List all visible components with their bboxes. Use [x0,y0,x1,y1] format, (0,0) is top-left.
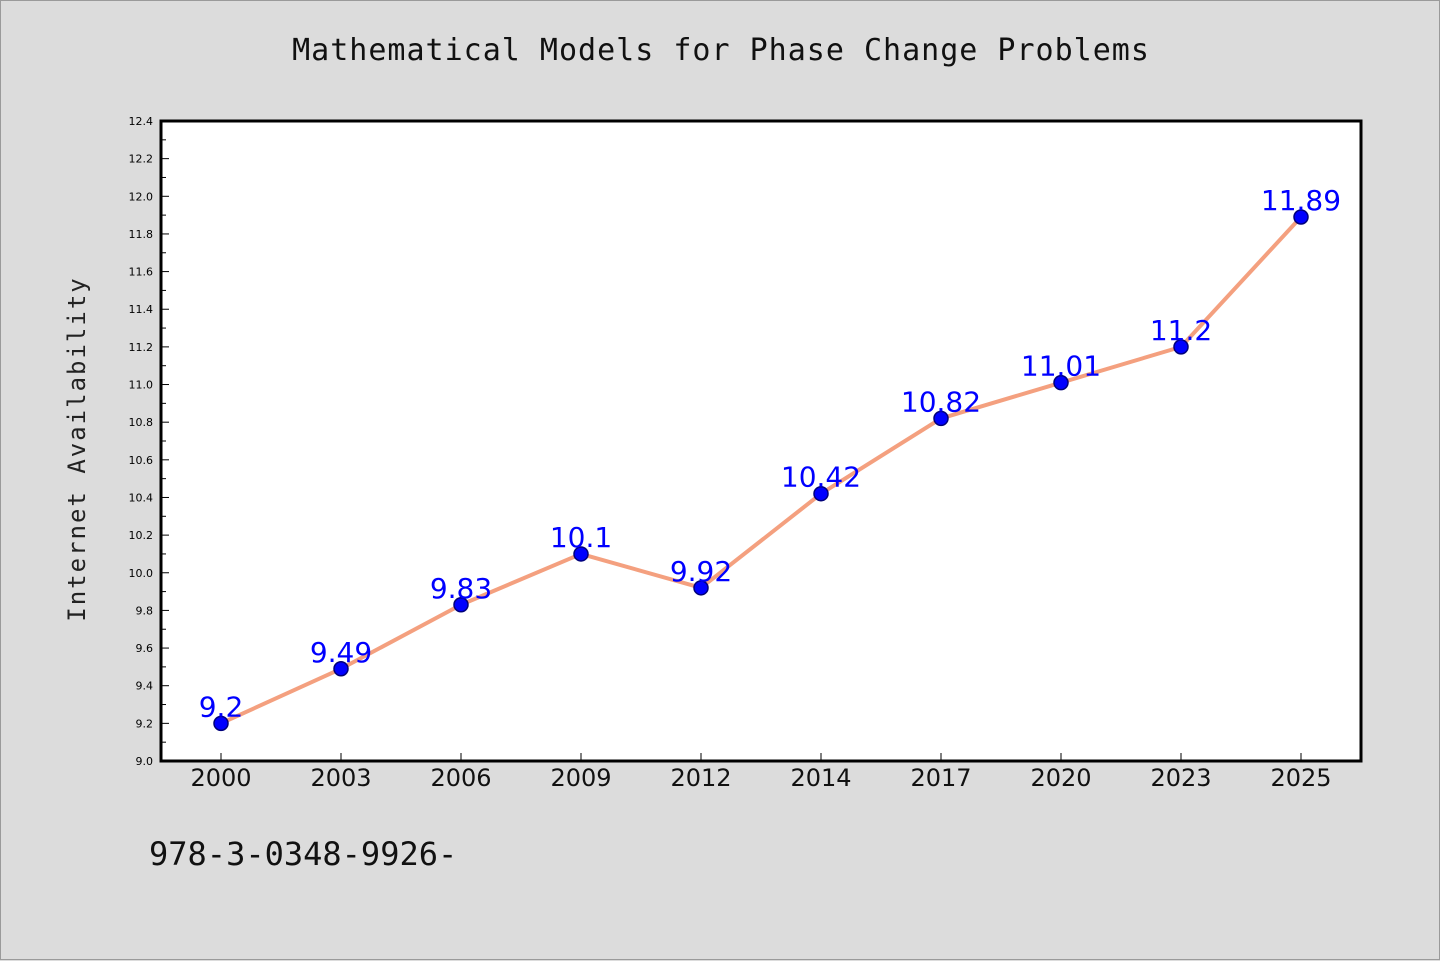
y-tick-label: 10.8 [129,416,154,429]
data-point-marker [933,410,949,427]
x-tick-label: 2020 [1030,764,1091,792]
y-tick-label: 11.0 [129,379,154,392]
y-tick-label: 12.4 [129,115,154,128]
y-axis: 9.0 9.2 9.4 9.6 9.8 10.0 10.2 10.4 10.6 10.8 11.0 1… [129,115,169,768]
x-tick-label: 2014 [790,764,851,792]
y-tick-label: 11.8 [129,228,154,241]
x-tick-label: 2000 [190,764,251,792]
footer-code-text: 978-3-0348-9926- [149,835,458,873]
y-tick-label: 10.2 [129,529,154,542]
y-tick-label: 10.4 [129,491,154,504]
y-tick-label: 9.6 [136,642,154,655]
data-point-marker [1293,209,1309,225]
x-tick-label: 2012 [670,764,731,792]
data-label: 11.89 [1261,184,1341,217]
data-label: 9.92 [670,555,732,588]
chart-title: Mathematical Models for Phase Change Pro… [292,33,1150,68]
data-label: 9.49 [310,636,372,669]
x-tick-label: 2025 [1270,764,1331,792]
y-tick-label: 11.2 [129,341,154,354]
data-point-marker [453,597,469,613]
y-tick-label: 11.6 [129,266,154,279]
data-point-marker [813,485,829,502]
data-point-marker [693,580,709,596]
data-point-marker [213,715,229,732]
data-label: 11.01 [1021,350,1101,383]
y-tick-label: 9.4 [136,680,154,693]
x-tick-label: 2006 [430,764,491,792]
x-tick-label: 2009 [550,764,611,792]
y-tick-label: 10.0 [129,567,154,580]
data-point-marker [1173,339,1189,355]
series-layer: 9.2 9.49 9.83 10.1 9.92 10.42 10.82 11.01 11.2 11… [199,184,1341,732]
y-tick-label: 9.8 [136,604,154,617]
x-tick-label: 2023 [1150,764,1211,792]
data-label: 9.2 [199,690,244,723]
plot-area [159,119,1363,763]
series-line [219,215,1303,726]
x-axis: 2000 2003 2006 2009 2012 2014 2017 2020 2023 2025 [190,753,1332,792]
y-tick-label: 11.4 [129,303,154,316]
data-point-marker [1053,374,1069,391]
data-label: 9.83 [430,572,492,605]
y-tick-label: 9.0 [136,755,154,768]
y-tick-label: 12.2 [129,153,154,166]
data-point-marker [333,661,349,677]
y-tick-label: 10.6 [129,454,154,467]
y-axis-label: Internet Availability [63,276,91,622]
y-tick-label: 9.2 [136,717,154,730]
y-tick-label: 12.0 [129,190,154,203]
data-point-marker [573,546,589,562]
data-label: 11.2 [1150,314,1212,347]
data-label: 10.82 [901,385,981,418]
data-label: 10.1 [550,521,612,554]
data-label: 10.42 [781,461,861,494]
x-tick-label: 2003 [310,764,371,792]
x-tick-label: 2017 [910,764,971,792]
